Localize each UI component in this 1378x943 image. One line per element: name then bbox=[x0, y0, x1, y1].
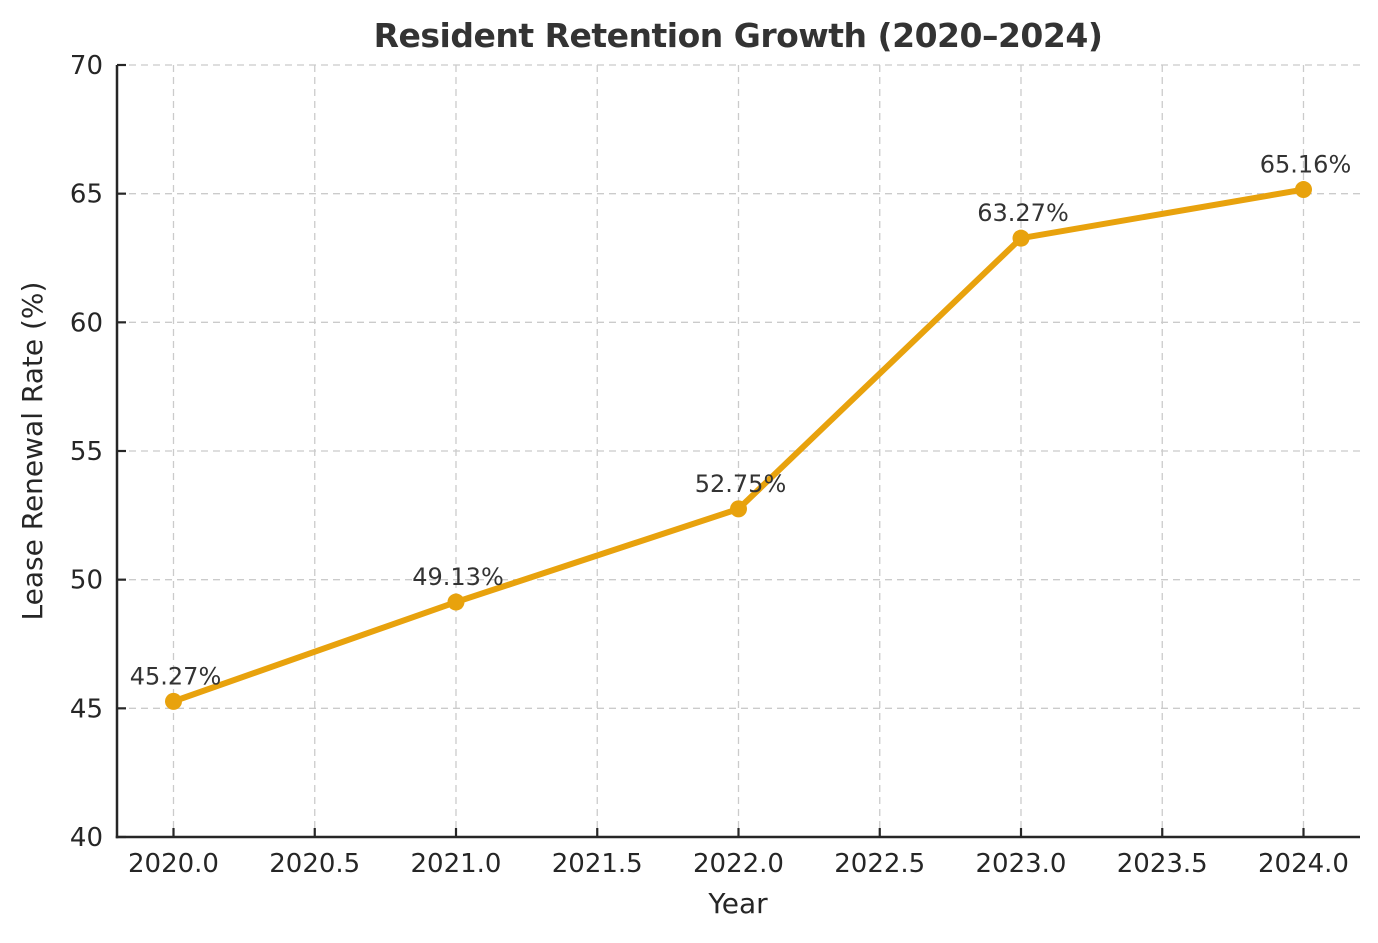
y-tick-label: 45 bbox=[70, 694, 103, 724]
point-value-label: 49.13% bbox=[412, 563, 504, 591]
point-labels: 45.27% 49.13% 52.75% 63.27% 65.16% bbox=[130, 151, 1352, 691]
point-value-label: 45.27% bbox=[130, 662, 222, 690]
x-tick-label: 2020.5 bbox=[269, 849, 360, 879]
x-tick-label: 2022.5 bbox=[834, 849, 925, 879]
x-tick-label: 2022.0 bbox=[693, 849, 784, 879]
axes bbox=[115, 63, 1360, 839]
y-tick-label: 40 bbox=[70, 823, 103, 853]
y-tick-label: 50 bbox=[70, 566, 103, 596]
chart-title: Resident Retention Growth (2020–2024) bbox=[374, 16, 1103, 55]
x-tick-label: 2021.0 bbox=[411, 849, 502, 879]
data-point bbox=[447, 593, 465, 611]
y-tick-label: 70 bbox=[70, 51, 103, 81]
data-point bbox=[1295, 181, 1312, 199]
y-tick-label: 55 bbox=[70, 437, 103, 467]
point-value-label: 63.27% bbox=[977, 199, 1069, 227]
point-value-label: 65.16% bbox=[1260, 151, 1352, 179]
data-point bbox=[730, 500, 747, 518]
data-point bbox=[165, 692, 182, 710]
x-tick-label: 2023.5 bbox=[1117, 849, 1208, 879]
data-point bbox=[1012, 229, 1030, 247]
y-axis-label: Lease Renewal Rate (%) bbox=[16, 282, 49, 621]
y-tick-label: 65 bbox=[70, 180, 103, 210]
x-tick-label: 2023.0 bbox=[976, 849, 1067, 879]
data-line bbox=[170, 186, 1307, 705]
gridlines bbox=[117, 64, 1360, 838]
point-value-label: 52.75% bbox=[695, 470, 787, 498]
x-tick-label: 2024.0 bbox=[1258, 849, 1349, 879]
data-series bbox=[165, 181, 1312, 710]
x-tick-label: 2020.0 bbox=[128, 849, 219, 879]
x-tick-label: 2021.5 bbox=[552, 849, 643, 879]
tick-labels: 2020.0 2020.5 2021.0 2021.5 2022.0 2022.5 2023… bbox=[70, 51, 1349, 879]
y-tick-label: 60 bbox=[70, 308, 103, 338]
x-axis-label: Year bbox=[707, 887, 768, 920]
